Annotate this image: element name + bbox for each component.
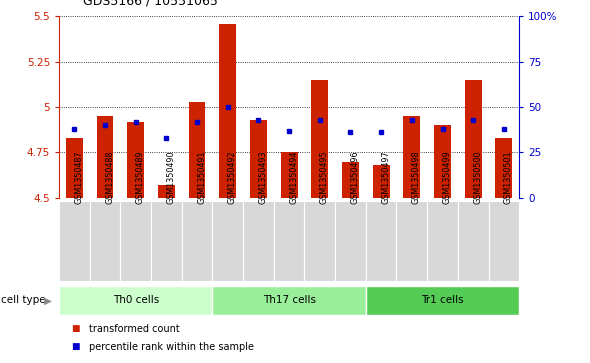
Bar xyxy=(496,138,512,198)
Text: ▶: ▶ xyxy=(44,295,53,305)
Bar xyxy=(304,201,335,281)
Bar xyxy=(434,125,451,198)
Bar xyxy=(404,116,420,198)
Text: cell type: cell type xyxy=(1,295,45,305)
Bar xyxy=(373,165,389,198)
Text: GSM1350492: GSM1350492 xyxy=(228,150,237,204)
Text: GSM1350498: GSM1350498 xyxy=(412,150,421,204)
Bar xyxy=(212,201,243,281)
Bar xyxy=(281,152,297,198)
Bar xyxy=(97,116,113,198)
Bar xyxy=(182,201,212,281)
Bar xyxy=(151,201,182,281)
Text: GSM1350493: GSM1350493 xyxy=(258,150,267,204)
Text: Th17 cells: Th17 cells xyxy=(263,295,316,305)
Bar xyxy=(59,201,90,281)
Text: ■: ■ xyxy=(71,324,79,333)
Text: GSM1350488: GSM1350488 xyxy=(105,151,114,204)
Bar xyxy=(312,80,328,198)
Text: GSM1350491: GSM1350491 xyxy=(197,150,206,204)
Text: Th0 cells: Th0 cells xyxy=(113,295,159,305)
Bar xyxy=(120,201,151,281)
Bar xyxy=(250,120,267,198)
Text: GSM1350496: GSM1350496 xyxy=(350,150,359,204)
Bar xyxy=(212,286,366,315)
Text: Tr1 cells: Tr1 cells xyxy=(421,295,464,305)
Text: GSM1350501: GSM1350501 xyxy=(504,150,513,204)
Text: GSM1350497: GSM1350497 xyxy=(381,150,390,204)
Bar xyxy=(59,286,212,315)
Text: GSM1350489: GSM1350489 xyxy=(136,150,145,204)
Bar xyxy=(335,201,366,281)
Bar xyxy=(90,201,120,281)
Bar xyxy=(458,201,489,281)
Bar xyxy=(219,24,236,198)
Text: GDS5166 / 10551065: GDS5166 / 10551065 xyxy=(83,0,218,7)
Text: GSM1350499: GSM1350499 xyxy=(442,150,451,204)
Bar xyxy=(127,122,144,198)
Bar xyxy=(427,201,458,281)
Text: GSM1350487: GSM1350487 xyxy=(74,150,83,204)
Text: percentile rank within the sample: percentile rank within the sample xyxy=(88,342,254,352)
Bar xyxy=(243,201,274,281)
Text: GSM1350490: GSM1350490 xyxy=(166,150,175,204)
Text: GSM1350494: GSM1350494 xyxy=(289,150,298,204)
Bar xyxy=(274,201,304,281)
Text: transformed count: transformed count xyxy=(88,323,179,334)
Bar xyxy=(489,201,519,281)
Text: GSM1350500: GSM1350500 xyxy=(473,150,482,204)
Text: ■: ■ xyxy=(71,342,79,351)
Bar xyxy=(465,80,481,198)
Bar xyxy=(66,138,83,198)
Bar xyxy=(189,102,205,198)
Text: GSM1350495: GSM1350495 xyxy=(320,150,329,204)
Bar xyxy=(342,162,359,198)
Bar xyxy=(366,201,396,281)
Bar xyxy=(366,286,519,315)
Bar xyxy=(158,185,175,198)
Bar xyxy=(396,201,427,281)
